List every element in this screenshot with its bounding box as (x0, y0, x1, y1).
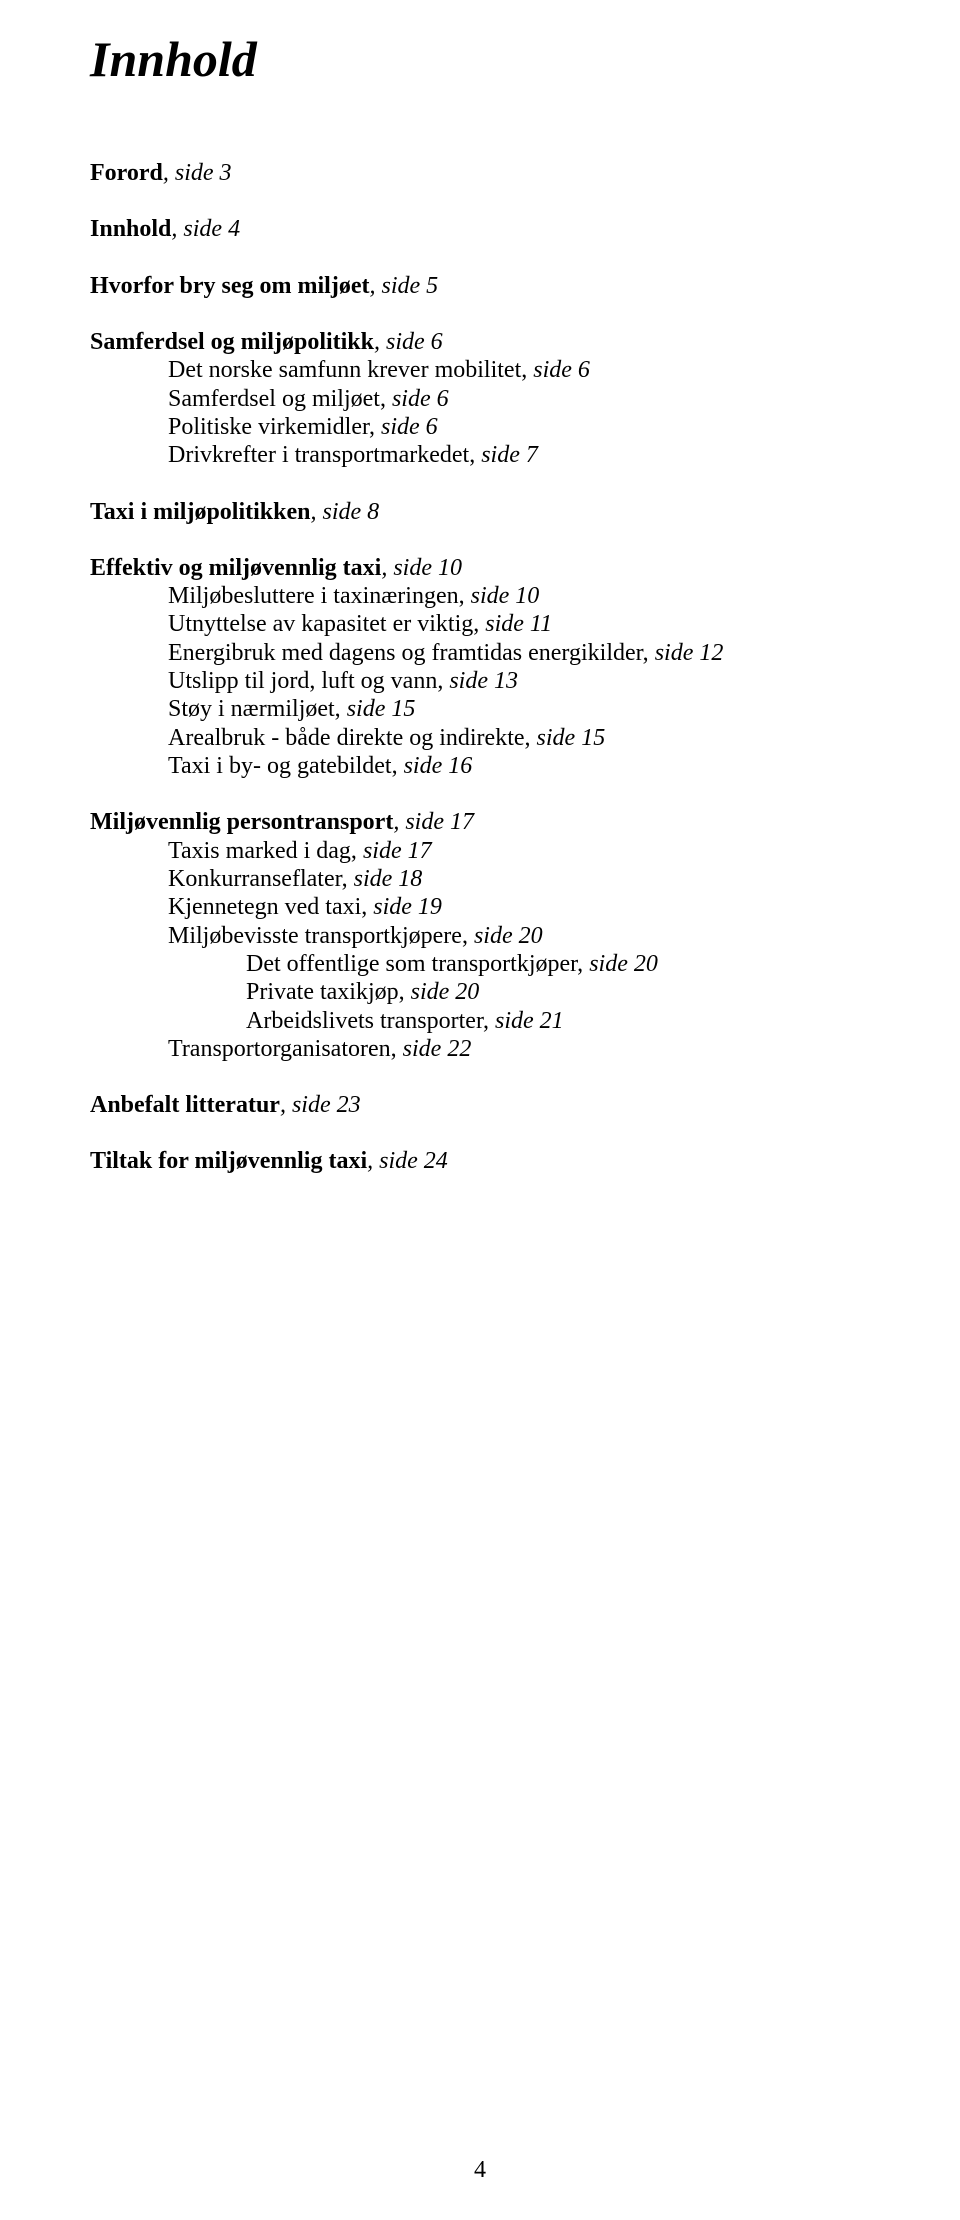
toc-heading: Anbefalt litteratur (90, 1092, 280, 1118)
toc-page-ref: , side 23 (280, 1092, 361, 1118)
toc-entry: Forord, side 3 (90, 159, 870, 187)
toc-subentry-text: Utslipp til jord, luft og vann, (168, 668, 443, 694)
toc-page-ref: side 22 (397, 1036, 472, 1062)
toc-section: Miljøvennlig persontransport, side 17 Ta… (90, 808, 870, 1063)
toc-subentry: Det norske samfunn krever mobilitet, sid… (90, 356, 870, 384)
toc-page-ref: side 11 (479, 611, 552, 637)
toc-page-ref: , side 6 (374, 329, 443, 355)
toc-subentry: Miljøbesluttere i taxinæringen, side 10 (90, 582, 870, 610)
toc-page-ref: side 6 (386, 386, 449, 412)
toc-page-ref: side 18 (348, 866, 423, 892)
toc-page-ref: , side 4 (171, 216, 240, 242)
toc-section: Samferdsel og miljøpolitikk, side 6 Det … (90, 328, 870, 470)
toc-page-ref: side 19 (367, 894, 442, 920)
toc-page-ref: , side 10 (381, 555, 462, 581)
toc-subentry-text: Energibruk med dagens og framtidas energ… (168, 640, 649, 666)
toc-page-ref: side 20 (468, 923, 543, 949)
toc-subentry-text: Arealbruk - både direkte og indirekte, (168, 725, 531, 751)
toc-page-ref: side 15 (341, 696, 416, 722)
toc-subsubentry: Private taxikjøp, side 20 (90, 978, 870, 1006)
toc-subentry: Samferdsel og miljøet, side 6 (90, 385, 870, 413)
toc-page-ref: side 10 (465, 583, 540, 609)
page-title: Innhold (90, 30, 870, 89)
toc-subentry-text: Samferdsel og miljøet, (168, 386, 386, 412)
toc-subentry-text: Miljøbesluttere i taxinæringen, (168, 583, 465, 609)
toc-page-ref: side 15 (531, 725, 606, 751)
toc-subentry-text: Private taxikjøp, (246, 979, 405, 1005)
toc-heading: Hvorfor bry seg om miljøet (90, 273, 369, 299)
toc-subentry: Transportorganisatoren, side 22 (90, 1035, 870, 1063)
toc-subentry-text: Konkurranseflater, (168, 866, 348, 892)
toc-subentry: Kjennetegn ved taxi, side 19 (90, 893, 870, 921)
toc-subentry: Arealbruk - både direkte og indirekte, s… (90, 724, 870, 752)
toc-heading: Forord (90, 160, 163, 186)
toc-subentry: Utslipp til jord, luft og vann, side 13 (90, 667, 870, 695)
toc-page-ref: , side 24 (367, 1148, 448, 1174)
toc-page-ref: side 21 (489, 1008, 564, 1034)
toc-page-ref: , side 5 (369, 273, 438, 299)
toc-heading: Effektiv og miljøvennlig taxi (90, 555, 381, 581)
toc-subentry-text: Arbeidslivets transporter, (246, 1008, 489, 1034)
toc-heading: Innhold (90, 216, 171, 242)
toc-entry: Taxi i miljøpolitikken, side 8 (90, 498, 870, 526)
toc-heading: Taxi i miljøpolitikken (90, 499, 311, 525)
toc-entry: Anbefalt litteratur, side 23 (90, 1091, 870, 1119)
toc-subentry: Taxis marked i dag, side 17 (90, 837, 870, 865)
toc-subentry: Energibruk med dagens og framtidas energ… (90, 639, 870, 667)
toc-page-ref: , side 8 (311, 499, 380, 525)
toc-page-ref: side 16 (398, 753, 473, 779)
toc-subentry: Konkurranseflater, side 18 (90, 865, 870, 893)
toc-page-ref: side 12 (649, 640, 724, 666)
page-number: 4 (0, 2156, 960, 2184)
toc-subentry-text: Politiske virkemidler, (168, 414, 375, 440)
toc-subentry-text: Støy i nærmiljøet, (168, 696, 341, 722)
toc-page-ref: side 6 (527, 357, 590, 383)
toc-subentry-text: Miljøbevisste transportkjøpere, (168, 923, 468, 949)
toc-section: Effektiv og miljøvennlig taxi, side 10 M… (90, 554, 870, 781)
document-page: Innhold Forord, side 3 Innhold, side 4 H… (0, 0, 960, 2220)
toc-subentry: Politiske virkemidler, side 6 (90, 413, 870, 441)
toc-page-ref: side 13 (443, 668, 518, 694)
toc-entry: Tiltak for miljøvennlig taxi, side 24 (90, 1147, 870, 1175)
toc-heading: Samferdsel og miljøpolitikk (90, 329, 374, 355)
toc-subentry: Drivkrefter i transportmarkedet, side 7 (90, 441, 870, 469)
toc-subentry-text: Drivkrefter i transportmarkedet, (168, 442, 475, 468)
toc-page-ref: side 20 (583, 951, 658, 977)
toc-subentry-text: Det norske samfunn krever mobilitet, (168, 357, 527, 383)
toc-page-ref: , side 17 (393, 809, 474, 835)
toc-subentry-text: Det offentlige som transportkjøper, (246, 951, 583, 977)
toc-subentry-text: Kjennetegn ved taxi, (168, 894, 367, 920)
toc-page-ref: side 17 (357, 838, 432, 864)
toc-page-ref: side 7 (475, 442, 538, 468)
toc-subentry: Utnyttelse av kapasitet er viktig, side … (90, 610, 870, 638)
toc-subentry-text: Taxi i by- og gatebildet, (168, 753, 398, 779)
toc-subentry-text: Utnyttelse av kapasitet er viktig, (168, 611, 479, 637)
toc-subentry-text: Transportorganisatoren, (168, 1036, 397, 1062)
toc-page-ref: side 6 (375, 414, 438, 440)
toc-heading: Miljøvennlig persontransport (90, 809, 393, 835)
toc-entry: Hvorfor bry seg om miljøet, side 5 (90, 272, 870, 300)
toc-page-ref: side 20 (405, 979, 480, 1005)
toc-entry: Innhold, side 4 (90, 215, 870, 243)
toc-subentry: Taxi i by- og gatebildet, side 16 (90, 752, 870, 780)
toc-subsubentry: Det offentlige som transportkjøper, side… (90, 950, 870, 978)
toc-subsubentry: Arbeidslivets transporter, side 21 (90, 1007, 870, 1035)
toc-page-ref: , side 3 (163, 160, 232, 186)
toc-subentry-text: Taxis marked i dag, (168, 838, 357, 864)
toc-subentry: Miljøbevisste transportkjøpere, side 20 (90, 922, 870, 950)
toc-heading: Tiltak for miljøvennlig taxi (90, 1148, 367, 1174)
toc-subentry: Støy i nærmiljøet, side 15 (90, 695, 870, 723)
